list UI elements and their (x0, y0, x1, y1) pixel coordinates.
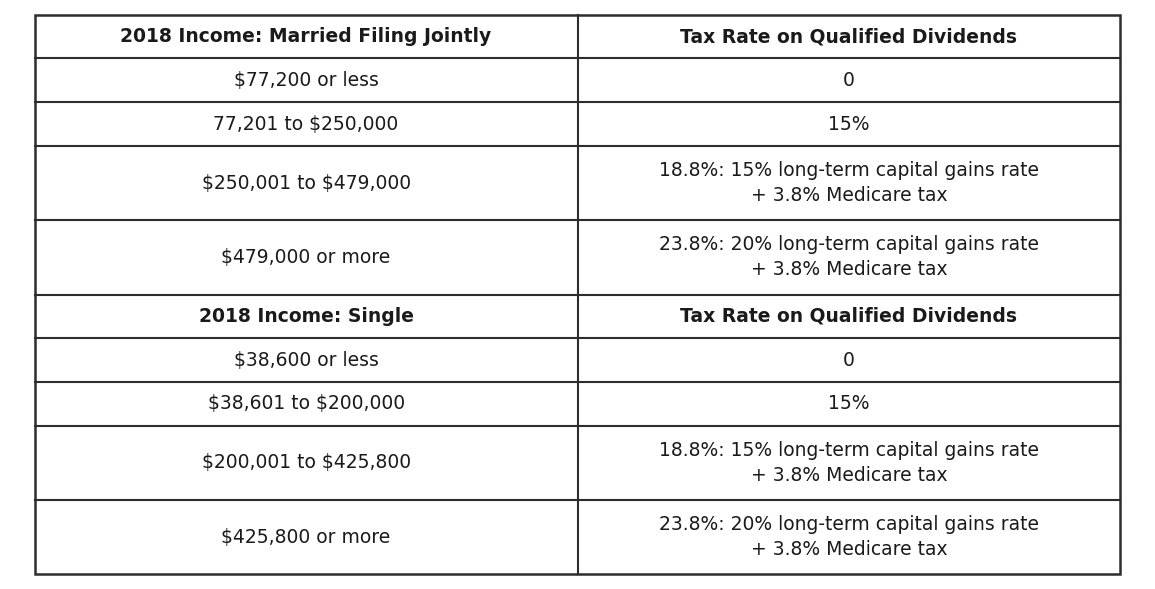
Text: \$77,200 or less: \$77,200 or less (233, 71, 379, 90)
Text: 15%: 15% (828, 114, 870, 134)
Text: 18.8%: 15% long-term capital gains rate
+ 3.8% Medicare tax: 18.8%: 15% long-term capital gains rate … (658, 161, 1040, 205)
Text: Tax Rate on Qualified Dividends: Tax Rate on Qualified Dividends (680, 27, 1018, 46)
Text: 15%: 15% (828, 394, 870, 413)
Text: \$479,000 or more: \$479,000 or more (222, 248, 390, 267)
Text: 0: 0 (843, 71, 855, 90)
Text: 2018 Income: Married Filing Jointly: 2018 Income: Married Filing Jointly (120, 27, 492, 46)
Text: \$38,601 to \$200,000: \$38,601 to \$200,000 (208, 394, 404, 413)
Text: Tax Rate on Qualified Dividends: Tax Rate on Qualified Dividends (680, 307, 1018, 326)
Text: 23.8%: 20% long-term capital gains rate
+ 3.8% Medicare tax: 23.8%: 20% long-term capital gains rate … (658, 236, 1040, 279)
Text: \$200,001 to \$425,800: \$200,001 to \$425,800 (201, 454, 411, 472)
Text: \$250,001 to \$479,000: \$250,001 to \$479,000 (201, 174, 411, 193)
Text: 0: 0 (843, 350, 855, 369)
Text: 2018 Income: Single: 2018 Income: Single (199, 307, 413, 326)
Text: \$38,600 or less: \$38,600 or less (233, 350, 379, 369)
Text: 23.8%: 20% long-term capital gains rate
+ 3.8% Medicare tax: 23.8%: 20% long-term capital gains rate … (658, 515, 1040, 559)
Text: 77,201 to \$250,000: 77,201 to \$250,000 (214, 114, 398, 134)
Text: 18.8%: 15% long-term capital gains rate
+ 3.8% Medicare tax: 18.8%: 15% long-term capital gains rate … (658, 441, 1040, 485)
Text: \$425,800 or more: \$425,800 or more (222, 528, 390, 547)
